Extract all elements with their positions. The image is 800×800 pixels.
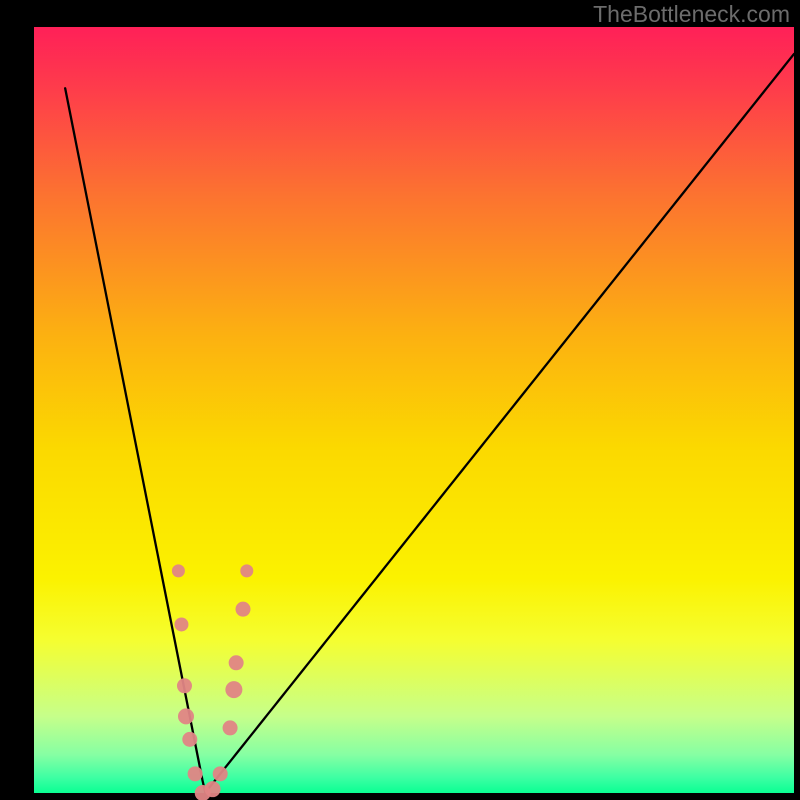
data-point — [182, 732, 197, 747]
data-point — [172, 564, 185, 577]
data-point — [225, 681, 242, 698]
plot-background — [34, 27, 794, 793]
data-point — [188, 766, 203, 781]
data-point — [213, 766, 228, 781]
data-point — [178, 708, 194, 724]
chart-svg: TheBottleneck.com — [0, 0, 800, 800]
data-point — [205, 781, 221, 797]
data-point — [240, 564, 253, 577]
data-point — [177, 678, 192, 693]
chart-container: TheBottleneck.com — [0, 0, 800, 800]
watermark-text: TheBottleneck.com — [593, 1, 790, 27]
data-point — [223, 720, 238, 735]
data-point — [236, 602, 251, 617]
data-point — [174, 617, 188, 631]
data-point — [229, 655, 244, 670]
